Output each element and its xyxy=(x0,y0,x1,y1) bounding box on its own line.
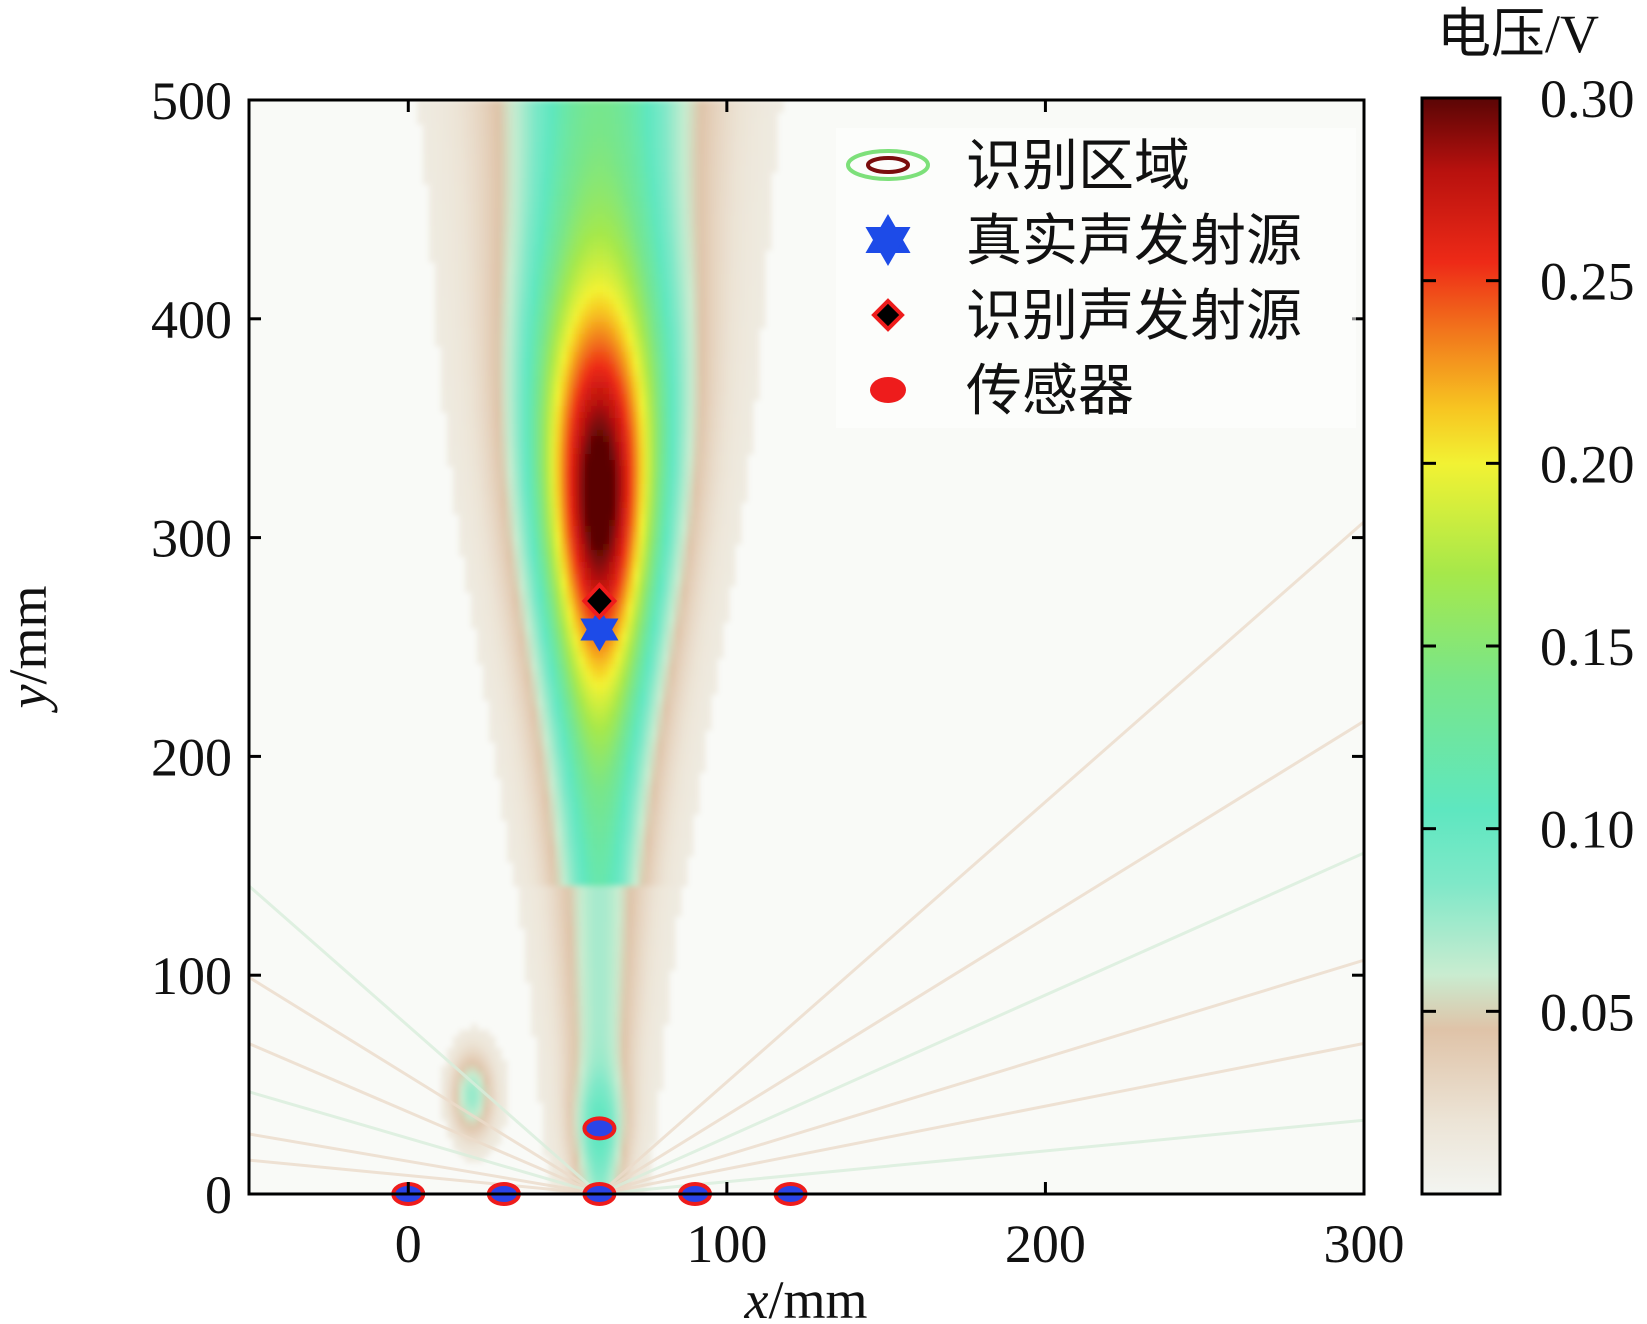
contour-ray xyxy=(598,519,1364,1194)
y-tick-label: 300 xyxy=(151,509,232,569)
legend-sensor-symbol xyxy=(870,377,906,403)
contour-ray xyxy=(598,958,1364,1194)
colorbar-tick-label: 0.15 xyxy=(1540,617,1635,677)
y-axis-label: y/mm xyxy=(0,586,58,714)
legend-entry-label: 真实声发射源 xyxy=(966,211,1302,273)
legend-region-symbol xyxy=(846,149,930,181)
legend-background xyxy=(836,128,1356,428)
plot-frame xyxy=(247,98,1366,1196)
legend-entry-label: 识别区域 xyxy=(966,136,1190,198)
y-tick-label: 500 xyxy=(151,71,232,131)
legend-entry-label: 传感器 xyxy=(966,361,1134,423)
x-tick-label: 0 xyxy=(395,1214,422,1274)
legend-identified-source-symbol xyxy=(871,298,905,332)
contour-ray xyxy=(599,1041,1364,1194)
legend-real-source-symbol xyxy=(865,214,911,266)
colorbar-tick-label: 0.10 xyxy=(1540,800,1635,860)
contour-ray xyxy=(249,1041,601,1194)
colorbar-tick-label: 0.30 xyxy=(1540,69,1635,129)
contour-ray xyxy=(599,1118,1364,1194)
colorbar-tick-label: 0.20 xyxy=(1540,434,1635,494)
y-tick-label: 100 xyxy=(151,946,232,1006)
y-tick-label: 0 xyxy=(205,1165,232,1225)
contour-lines xyxy=(249,519,1364,1194)
contour-ray xyxy=(598,851,1364,1194)
x-tick-label: 100 xyxy=(686,1214,767,1274)
voltage-field xyxy=(417,100,784,1194)
y-tick-label: 200 xyxy=(151,727,232,787)
legend-region-symbol-inner xyxy=(866,156,910,174)
sensor-marker xyxy=(582,1116,617,1141)
y-tick-label: 400 xyxy=(151,290,232,350)
x-tick-label: 300 xyxy=(1324,1214,1405,1274)
field-raster xyxy=(417,100,784,1194)
x-axis-ticks: 0 100 200 300 xyxy=(395,100,1405,1274)
colorbar: 0.05 0.10 0.15 0.20 0.25 0.30 电压/V xyxy=(1420,4,1635,1196)
contour-ray xyxy=(598,719,1364,1194)
colorbar-tick-label: 0.05 xyxy=(1540,982,1635,1042)
contour-ray xyxy=(249,975,601,1194)
colorbar-tick-label: 0.25 xyxy=(1540,252,1635,312)
colorbar-ticks: 0.05 0.10 0.15 0.20 0.25 0.30 xyxy=(1422,69,1635,1042)
y-axis-ticks: 0 100 200 300 400 500 xyxy=(151,71,1364,1225)
identified-source-marker xyxy=(581,582,618,620)
legend-entry-label: 识别声发射源 xyxy=(966,286,1302,348)
real-source-marker xyxy=(580,607,619,652)
x-tick-label: 200 xyxy=(1005,1214,1086,1274)
contour-ray xyxy=(249,1090,600,1194)
contour-ray xyxy=(249,883,601,1194)
x-axis-label: x/mm xyxy=(744,1270,868,1324)
colorbar-label: 电压/V xyxy=(1437,4,1599,64)
